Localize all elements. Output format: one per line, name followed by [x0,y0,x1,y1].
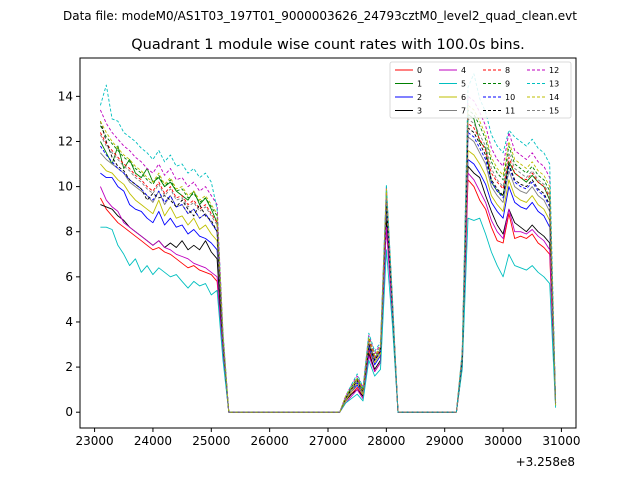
y-tick-label: 8 [65,225,73,239]
legend-label-9: 9 [505,80,510,89]
series-line-5 [100,217,557,413]
x-tick-label: 25000 [192,434,230,448]
series-line-2 [100,159,557,413]
legend-label-1: 1 [417,80,422,89]
series-line-14 [100,104,557,413]
series-line-12 [99,95,557,413]
legend-label-0: 0 [417,66,422,75]
y-tick-label: 4 [65,315,73,329]
legend-label-13: 13 [549,80,559,89]
legend-label-2: 2 [417,93,422,102]
x-tick-label: 27000 [309,434,347,448]
series-line-4 [99,172,557,413]
series-line-13 [99,73,557,413]
y-tick-label: 14 [58,89,73,103]
x-tick-label: 26000 [251,434,289,448]
legend-box [389,61,572,119]
y-tick-label: 2 [65,360,73,374]
chart-title: Quadrant 1 module wise count rates with … [131,37,525,53]
legend-label-5: 5 [461,80,466,89]
legend-label-12: 12 [549,66,559,75]
series-line-15 [100,118,557,413]
legend-label-10: 10 [505,93,515,102]
legend-label-14: 14 [549,93,559,102]
legend-label-11: 11 [505,107,515,116]
x-tick-label: 24000 [134,434,172,448]
plot-lines [99,73,557,413]
y-tick-label: 6 [65,270,73,284]
legend-label-15: 15 [549,107,559,116]
legend-label-8: 8 [505,66,510,75]
chart-suptitle: Data file: modeM0/AS1T03_197T01_90000036… [63,9,577,23]
x-axis: 23000 24000 25000 26000 27000 28000 29000 30000… [75,428,581,448]
x-axis-offset-label: +3.258e8 [516,455,575,469]
x-tick-label: 29000 [426,434,464,448]
x-tick-label: 28000 [367,434,405,448]
series-line-0 [100,179,557,413]
y-tick-label: 0 [65,405,73,419]
y-axis: 0 2 4 6 8 10 12 14 [58,89,80,419]
legend-label-4: 4 [461,66,466,75]
legend-label-7: 7 [461,107,466,116]
x-tick-label: 23000 [75,434,113,448]
series-line-6 [100,150,557,413]
x-tick-label: 30000 [484,434,522,448]
y-tick-label: 12 [58,134,73,148]
legend-label-3: 3 [417,107,422,116]
y-tick-label: 10 [58,180,73,194]
legend-label-6: 6 [461,93,466,102]
x-tick-label: 31000 [542,434,580,448]
series-line-9 [100,109,557,413]
